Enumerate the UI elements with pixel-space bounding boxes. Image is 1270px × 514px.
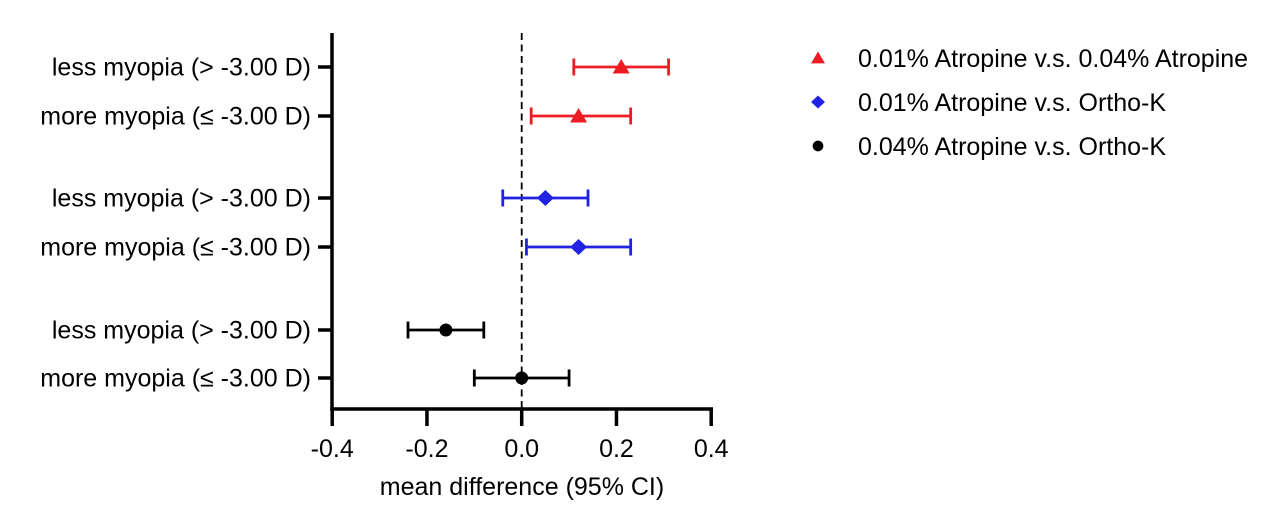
plot-content: -0.4 -0.2 0.0 0.2 0.4 less myopia (> -3.00 D)…: [40, 45, 1248, 463]
legend-marker-triangle: [811, 51, 825, 64]
x-tick-label: -0.2: [405, 435, 448, 463]
category-label: more myopia (≤ -3.00 D): [40, 103, 311, 131]
x-tick-label: 0.0: [504, 435, 539, 463]
legend-marker-circle: [812, 140, 824, 152]
point-marker-diamond: [570, 239, 588, 255]
point-marker-triangle: [570, 108, 588, 123]
legend-label: 0.04% Atropine v.s. Ortho-K: [858, 133, 1166, 161]
x-tick-label: 0.4: [694, 435, 729, 463]
category-label: less myopia (> -3.00 D): [52, 54, 311, 82]
category-label: less myopia (> -3.00 D): [52, 317, 311, 345]
point-marker-triangle: [612, 59, 630, 74]
plot-frame: [330, 33, 713, 411]
legend-marker-diamond: [811, 95, 825, 109]
point-marker-circle: [439, 323, 453, 337]
x-tick-label: 0.2: [599, 435, 634, 463]
category-label: less myopia (> -3.00 D): [52, 185, 311, 213]
legend-label: 0.01% Atropine v.s. 0.04% Atropine: [858, 45, 1248, 73]
x-tick-label: -0.4: [311, 435, 354, 463]
point-marker-circle: [515, 371, 529, 385]
category-label: more myopia (≤ -3.00 D): [40, 365, 311, 393]
point-marker-diamond: [536, 190, 554, 206]
x-axis-title: mean difference (95% CI): [380, 473, 664, 501]
category-label: more myopia (≤ -3.00 D): [40, 234, 311, 262]
legend-label: 0.01% Atropine v.s. Ortho-K: [858, 89, 1166, 117]
